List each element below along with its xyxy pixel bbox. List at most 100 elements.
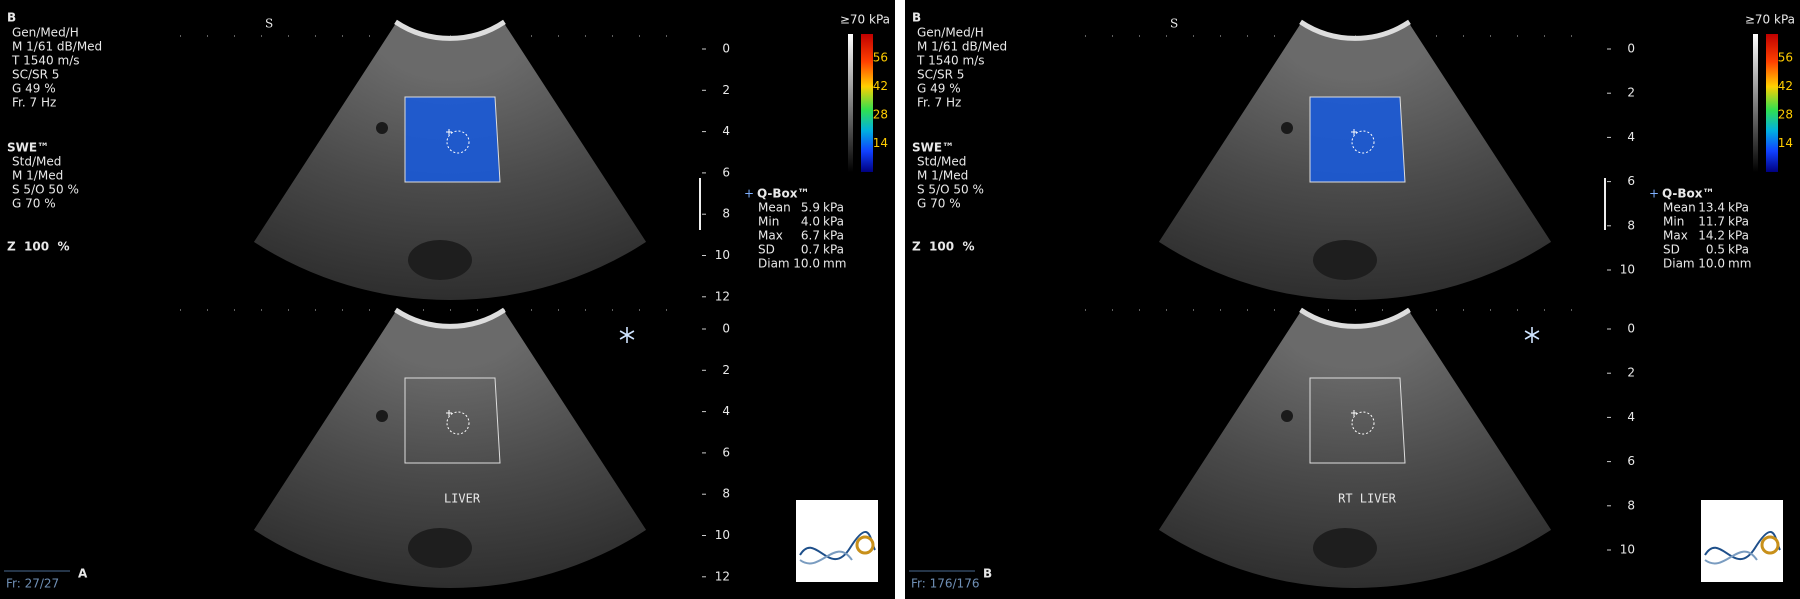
swe-title: SWE™ (7, 141, 49, 155)
logo-wave (799, 550, 853, 565)
qbox-unit: mm (1728, 257, 1751, 271)
qbox-title: Q-Box™ (757, 187, 810, 201)
skin-line (394, 307, 506, 329)
depth-label: 0 (1627, 322, 1635, 336)
vessel (1313, 240, 1377, 280)
depth-label: 10 (715, 528, 730, 542)
qbox-label: Diam (1663, 257, 1695, 271)
vessel (376, 122, 388, 134)
setting: Gen/Med/H (917, 26, 984, 40)
qbox-unit: kPa (1728, 201, 1749, 215)
depth-label: 2 (722, 363, 730, 377)
vessel (1313, 528, 1377, 568)
cursor (446, 129, 452, 135)
depth-label: 0 (1627, 42, 1635, 56)
setting: M 1/61 dB/Med (917, 40, 1007, 54)
qbox-value: 14.2 (1698, 229, 1725, 243)
swe-setting: G 70 % (12, 197, 56, 211)
qbox-unit: kPa (1728, 229, 1749, 243)
gray-bar (1753, 34, 1758, 172)
qbox-plus: + (1649, 187, 1659, 201)
panel-label: B (983, 567, 992, 581)
roi-box (1309, 377, 1406, 464)
qbox-label: Max (758, 229, 783, 243)
depth-label: 6 (722, 445, 730, 459)
setting: G 49 % (917, 82, 961, 96)
panel-label: A (78, 567, 88, 581)
depth-label: 2 (722, 83, 730, 97)
depth-label: 8 (722, 487, 730, 501)
qbox-value: 4.0 (801, 215, 820, 229)
qbox-unit: mm (823, 257, 846, 271)
depth-label: 4 (1627, 410, 1635, 424)
depth-label: 4 (1627, 130, 1635, 144)
qbox-value: 13.4 (1698, 201, 1725, 215)
qbox-value: 10.0 (1698, 257, 1725, 271)
qbox-value: 10.0 (793, 257, 820, 271)
scale-tick: 56 (873, 51, 888, 65)
qbox-value: 0.5 (1706, 243, 1725, 257)
scale-tick: 42 (1778, 79, 1793, 93)
setting: SC/SR 5 (12, 68, 59, 82)
qbox-circle (446, 130, 470, 154)
scale-title: ≥70 kPa (840, 13, 890, 27)
vessel (1281, 410, 1293, 422)
qbox-value: 5.9 (801, 201, 820, 215)
elastography-map (405, 97, 500, 182)
setting: T 1540 m/s (916, 54, 984, 68)
setting: Fr. 7 Hz (917, 96, 961, 110)
depth-label: 12 (715, 569, 730, 583)
gray-bar (848, 34, 853, 172)
swe-setting: G 70 % (917, 197, 961, 211)
depth-label: 8 (1627, 498, 1635, 512)
logo-ring (855, 535, 875, 555)
depth-label: 8 (722, 207, 730, 221)
qbox-label: Diam (758, 257, 790, 271)
qbox-title: Q-Box™ (1662, 187, 1715, 201)
setting: T 1540 m/s (11, 54, 79, 68)
swe-setting: S 5/O 50 % (917, 183, 984, 197)
color-bar (1766, 34, 1778, 172)
scale-tick: 14 (873, 136, 888, 150)
cursor (446, 410, 452, 416)
depth-label: 12 (715, 289, 730, 303)
qbox-label: Min (1663, 215, 1684, 229)
depth-label: 10 (1620, 263, 1635, 277)
ultrasound-image (1158, 311, 1552, 588)
scale-title: ≥70 kPa (1745, 13, 1795, 27)
depth-label: 8 (1627, 218, 1635, 232)
setting: Gen/Med/H (12, 26, 79, 40)
skin-line (1299, 307, 1411, 329)
elastography-map (1310, 97, 1405, 182)
swe-setting: M 1/Med (917, 169, 968, 183)
zoom: Z 100 % (912, 240, 974, 254)
qbox-label: SD (1663, 243, 1680, 257)
skin-line (1299, 19, 1411, 41)
depth-label: 4 (722, 404, 730, 418)
qbox-unit: kPa (823, 201, 844, 215)
qbox-label: SD (758, 243, 775, 257)
freeze-stroke (1524, 330, 1540, 340)
freeze-icon (1524, 327, 1540, 343)
vessel (408, 528, 472, 568)
zoom: Z 100 % (7, 240, 69, 254)
vessel (408, 240, 472, 280)
depth-label: 10 (1620, 543, 1635, 557)
qbox-circle (446, 411, 470, 435)
freeze-stroke (619, 330, 635, 340)
qbox-label: Min (758, 215, 779, 229)
vessel (376, 410, 388, 422)
qbox-value: 11.7 (1698, 215, 1725, 229)
qbox-value: 0.7 (801, 243, 820, 257)
organ-label: RT LIVER (1338, 492, 1397, 506)
qbox-unit: kPa (823, 243, 844, 257)
depth-label: 0 (722, 42, 730, 56)
swe-setting: Std/Med (917, 155, 966, 169)
probe-mark: S (265, 17, 273, 31)
qbox-value: 6.7 (801, 229, 820, 243)
setting: M 1/61 dB/Med (12, 40, 102, 54)
depth-label: 4 (722, 124, 730, 138)
